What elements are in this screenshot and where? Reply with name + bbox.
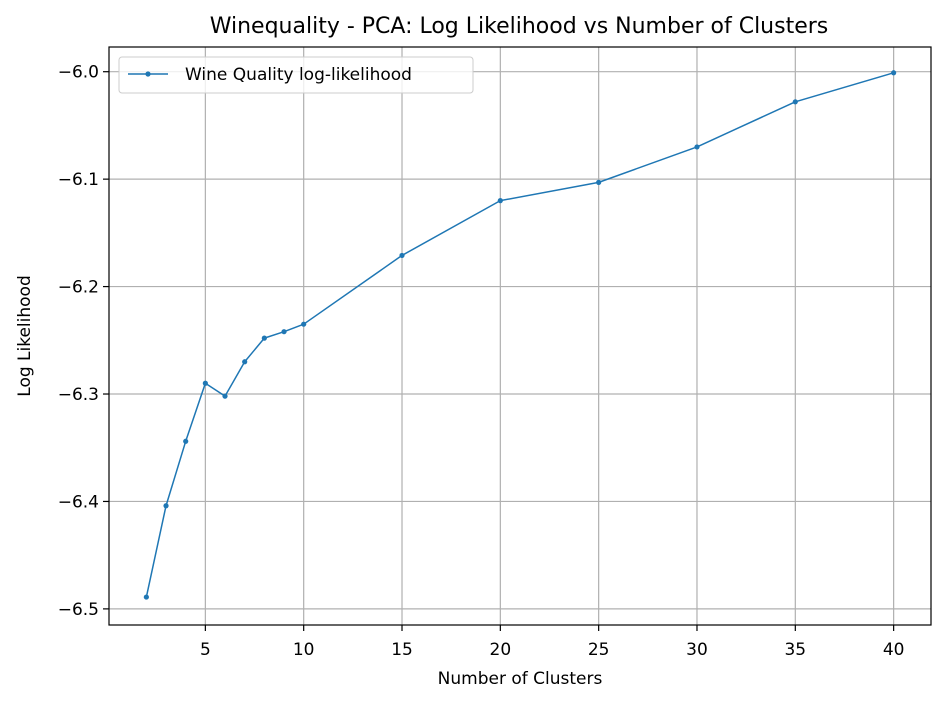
data-point <box>261 335 267 341</box>
legend-entry-label: Wine Quality log-likelihood <box>185 65 412 85</box>
legend: Wine Quality log-likelihood <box>118 56 474 94</box>
data-point <box>281 329 287 335</box>
x-tick-label: 10 <box>293 640 315 660</box>
x-tick-label: 20 <box>490 640 512 660</box>
plot-frame <box>108 46 932 626</box>
data-point <box>202 380 208 386</box>
y-tick-label: −6.2 <box>58 278 99 298</box>
x-tick-label: 30 <box>686 640 708 660</box>
data-point <box>222 393 228 399</box>
data-point <box>242 359 248 365</box>
x-tick-label: 25 <box>588 640 610 660</box>
x-tick-label: 5 <box>200 640 211 660</box>
data-point <box>163 503 169 509</box>
legend-frame <box>118 56 474 94</box>
x-tick-label: 40 <box>883 640 905 660</box>
x-axis-label: Number of Clusters <box>438 669 603 689</box>
y-axis-ticks: −6.5 −6.4 −6.3 −6.2 −6.1 −6.0 <box>58 63 109 620</box>
data-point <box>301 321 307 327</box>
grid-lines <box>109 47 931 625</box>
x-tick-label: 35 <box>784 640 806 660</box>
x-axis-ticks: 5 10 15 20 25 30 35 40 <box>200 625 905 660</box>
x-tick-label: 15 <box>391 640 413 660</box>
data-point <box>497 198 503 204</box>
data-point <box>596 179 602 185</box>
legend-dot-marker <box>145 71 151 77</box>
y-tick-label: −6.3 <box>58 385 99 405</box>
y-tick-label: −6.5 <box>58 600 99 620</box>
data-point <box>891 70 897 76</box>
series-layer <box>143 70 897 600</box>
y-tick-label: −6.0 <box>58 63 99 83</box>
y-tick-label: −6.1 <box>58 170 99 190</box>
data-point <box>399 252 405 259</box>
data-point <box>143 594 149 600</box>
data-point <box>694 144 700 150</box>
y-tick-label: −6.4 <box>58 492 99 512</box>
data-point <box>792 99 798 105</box>
data-point <box>183 438 189 444</box>
plot-area <box>109 47 931 625</box>
y-axis-label: Log Likelihood <box>15 275 35 396</box>
chart-title: Winequality - PCA: Log Likelihood vs Num… <box>210 14 829 39</box>
